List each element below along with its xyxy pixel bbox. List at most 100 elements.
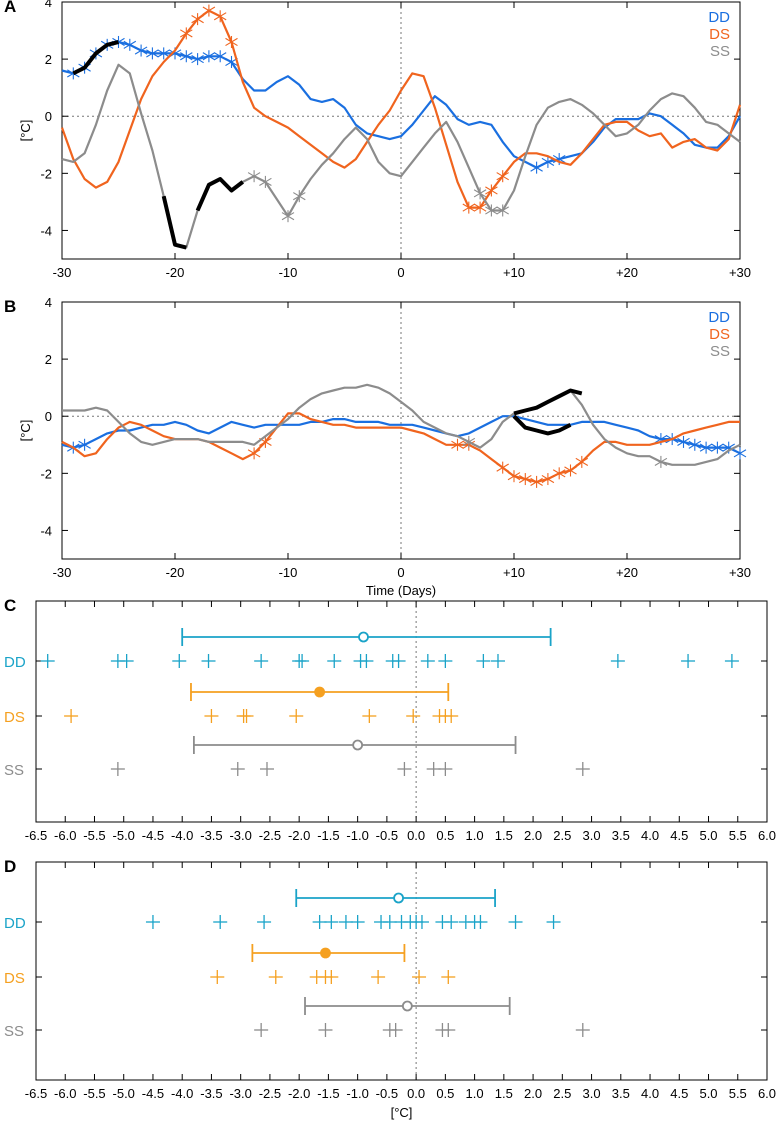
x-tick-label-d: 3.5 [612, 1086, 630, 1101]
x-tick-label-d: -1.5 [317, 1086, 339, 1101]
data-point-ds-d [324, 970, 339, 984]
panel-label-c: C [4, 596, 16, 615]
y-tick-label-a: 0 [45, 109, 52, 124]
series-line-ss-b [62, 383, 741, 466]
sig-marker-ds-b [507, 470, 521, 483]
data-point-ds-c [64, 709, 79, 723]
x-tick-label-c: -4.5 [142, 828, 164, 843]
x-tick-label-a: +10 [503, 265, 525, 280]
sig-marker-ds-a [191, 13, 204, 26]
y-tick-label-a: 2 [45, 52, 52, 67]
x-tick-label-b: -10 [279, 565, 298, 580]
plot-frame-c [35, 600, 768, 823]
x-tick-label-c: 5.0 [699, 828, 717, 843]
data-point-ds-c [289, 709, 304, 723]
x-tick-label-d: 3.0 [583, 1086, 601, 1101]
x-tick-label-c: -5.5 [83, 828, 105, 843]
sig-marker-ds-b [496, 461, 509, 474]
x-tick-label-c: -6.0 [54, 828, 76, 843]
x-tick-label-c: 2.5 [553, 828, 571, 843]
data-point-ss-d [388, 1023, 403, 1037]
x-tick-label-b: -30 [53, 565, 72, 580]
sig-marker-ds-b [575, 455, 589, 468]
sig-marker-ss-a [247, 170, 261, 183]
sig-marker-ss-a [293, 190, 306, 203]
data-point-dd-c [359, 654, 374, 668]
x-tick-label-c: -2.5 [259, 828, 281, 843]
data-point-dd-d [145, 915, 160, 929]
data-point-ss-d [318, 1023, 333, 1037]
x-tick-label-d: 4.0 [641, 1086, 659, 1101]
data-point-ss-c [438, 762, 453, 776]
y-tick-label-b: -4 [40, 523, 52, 538]
x-axis-label-d: [°C] [391, 1105, 413, 1120]
mean-marker-ss-c [352, 739, 364, 751]
x-tick-label-d: -5.5 [83, 1086, 105, 1101]
sig-marker-ds-b [541, 473, 555, 486]
data-point-ss-c [110, 762, 125, 776]
data-point-dd-d [338, 915, 353, 929]
x-tick-label-c: 4.0 [641, 828, 659, 843]
x-tick-label-b: +30 [729, 565, 751, 580]
sig-marker-dd-a [530, 161, 543, 174]
x-tick-label-d: -6.5 [25, 1086, 47, 1101]
data-point-ss-c [230, 762, 245, 776]
mean-marker-dd-d [393, 892, 404, 904]
x-tick-label-c: -1.5 [317, 828, 339, 843]
x-tick-label-c: 5.5 [729, 828, 747, 843]
x-tick-label-d: -5.0 [113, 1086, 135, 1101]
x-tick-label-d: 5.0 [699, 1086, 717, 1101]
data-point-ss-c [575, 762, 590, 776]
x-tick-label-a: +20 [616, 265, 638, 280]
data-point-dd-d [414, 915, 429, 929]
data-point-dd-c [295, 654, 310, 668]
category-label-dd-c: DD [4, 654, 26, 671]
x-tick-label-c: -3.0 [229, 828, 251, 843]
sig-marker-ds-a [462, 201, 476, 214]
data-point-dd-c [438, 654, 453, 668]
data-point-dd-c [681, 654, 696, 668]
x-tick-label-a: -20 [166, 265, 185, 280]
series-line-ds-a [60, 9, 742, 209]
data-point-ds-c [239, 709, 254, 723]
data-point-ds-c [204, 709, 219, 723]
x-tick-label-d: -3.0 [229, 1086, 251, 1101]
mean-marker-ds-d [320, 947, 331, 959]
category-label-ds-c: DS [4, 709, 25, 726]
x-tick-label-c: 4.5 [670, 828, 688, 843]
sig-marker-ds-b [451, 438, 464, 451]
x-tick-label-c: -3.5 [200, 828, 222, 843]
data-point-ss-c [426, 762, 441, 776]
sig-marker-ds-b [564, 464, 577, 477]
x-tick-label-d: 6.0 [758, 1086, 776, 1101]
data-point-dd-c [119, 654, 134, 668]
sig-marker-ds-a [213, 10, 227, 23]
sig-marker-ss-a [473, 187, 487, 200]
x-tick-label-b: -20 [166, 565, 185, 580]
x-tick-label-d: 2.5 [553, 1086, 571, 1101]
sig-marker-dd-b [733, 447, 747, 460]
panel-label-b: B [4, 297, 16, 316]
data-point-dd-d [213, 915, 228, 929]
x-tick-label-d: -2.5 [259, 1086, 281, 1101]
mean-marker-ss-d [401, 1000, 413, 1012]
x-tick-label-b: +20 [616, 565, 638, 580]
data-point-ss-c [397, 762, 412, 776]
y-axis-label-b: [°C] [18, 420, 33, 442]
sig-marker-ds-b [530, 475, 543, 488]
x-tick-label-c: 1.0 [466, 828, 484, 843]
data-point-ds-d [441, 970, 456, 984]
x-tick-label-d: 0.0 [407, 1086, 425, 1101]
category-label-ss-d: SS [4, 1023, 24, 1040]
data-point-ss-d [575, 1023, 590, 1037]
x-tick-label-d: -0.5 [376, 1086, 398, 1101]
y-tick-label-a: 4 [45, 0, 52, 10]
y-tick-label-b: -2 [40, 466, 52, 481]
x-tick-label-d: 4.5 [670, 1086, 688, 1101]
sig-segment-dd-a [72, 40, 119, 76]
x-tick-label-d: -6.0 [54, 1086, 76, 1101]
x-tick-label-c: -5.0 [113, 828, 135, 843]
data-point-ss-d [441, 1023, 456, 1037]
x-tick-label-c: -6.5 [25, 828, 47, 843]
x-tick-label-c: -1.0 [346, 828, 368, 843]
